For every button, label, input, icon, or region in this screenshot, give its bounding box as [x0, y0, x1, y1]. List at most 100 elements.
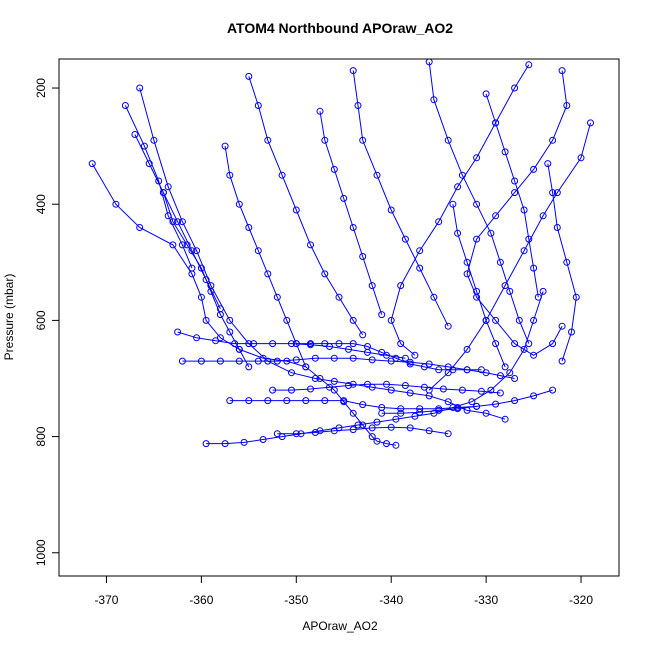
series-line [277, 426, 449, 435]
data-point [568, 328, 575, 336]
data-point [307, 385, 314, 393]
data-point [482, 316, 490, 324]
data-point [506, 287, 514, 295]
series-line [91, 163, 396, 446]
data-point [496, 372, 504, 380]
data-point [511, 340, 519, 348]
series-line [381, 389, 553, 414]
data-point [444, 398, 452, 406]
data-point [558, 67, 566, 75]
data-point [401, 354, 409, 362]
series-9 [425, 119, 594, 394]
data-point [397, 282, 405, 290]
series-line [466, 70, 568, 356]
data-point [169, 241, 177, 249]
data-point [345, 382, 352, 389]
data-point [492, 400, 500, 408]
data-point [406, 424, 414, 432]
data-point [164, 212, 172, 220]
data-point [511, 397, 519, 405]
data-point [150, 136, 158, 144]
data-point [349, 426, 357, 434]
data-point [178, 241, 186, 249]
data-point [511, 84, 519, 92]
series-0 [88, 160, 400, 449]
data-point [311, 429, 319, 436]
data-point [553, 189, 561, 197]
series-line [452, 204, 506, 368]
data-point [435, 218, 443, 226]
data-point [506, 369, 514, 377]
data-point [473, 287, 481, 295]
data-point [216, 305, 224, 313]
data-point [197, 357, 205, 365]
data-point [359, 136, 367, 144]
data-point [159, 189, 167, 197]
data-point [307, 241, 314, 249]
data-point [288, 369, 295, 377]
data-point [359, 253, 367, 260]
data-point [563, 102, 571, 109]
series-line [224, 146, 307, 368]
data-point [311, 375, 319, 382]
data-point [515, 316, 523, 324]
data-point [473, 402, 481, 410]
data-point [463, 270, 471, 278]
data-point [226, 397, 234, 405]
series-line [428, 122, 591, 391]
data-point [416, 247, 424, 255]
x-tick-label: -350 [284, 593, 308, 607]
x-tick-label: -340 [379, 593, 403, 607]
data-point [364, 348, 371, 356]
data-point [335, 293, 343, 301]
data-point [193, 247, 201, 255]
data-point [349, 224, 357, 231]
series-17 [174, 328, 409, 362]
data-point [283, 397, 291, 405]
data-point [226, 171, 234, 179]
data-point [520, 345, 528, 353]
data-point [188, 247, 196, 255]
data-point [349, 354, 357, 362]
data-point [250, 340, 258, 348]
data-point [444, 369, 452, 377]
data-point [501, 415, 509, 423]
y-tick-label: 400 [34, 194, 48, 214]
series-14 [221, 142, 310, 371]
series-line [177, 331, 406, 359]
x-axis-label: APOraw_AO2 [302, 619, 378, 633]
data-point [330, 427, 338, 435]
data-point [373, 418, 381, 426]
data-point [406, 360, 414, 368]
data-point [316, 427, 324, 435]
data-point [273, 293, 281, 301]
data-point [406, 389, 414, 397]
chart-title: ATOM4 Northbound APOraw_AO2 [227, 20, 453, 36]
data-point [468, 398, 476, 406]
data-point [235, 200, 243, 208]
data-point [458, 386, 466, 394]
data-point [136, 84, 144, 92]
data-point [473, 235, 481, 243]
data-point [131, 131, 139, 138]
data-point [121, 102, 129, 109]
series-line [547, 163, 577, 362]
data-point [330, 165, 338, 173]
data-point [558, 357, 566, 365]
data-point [492, 119, 500, 127]
y-axis: 200 400 600 800 1000 [34, 78, 60, 566]
data-point [416, 264, 424, 272]
data-point [292, 430, 300, 438]
data-point [273, 357, 281, 365]
data-point [492, 340, 500, 348]
data-point [392, 354, 400, 362]
data-point [530, 316, 538, 324]
series-20 [131, 131, 224, 313]
data-point [212, 337, 220, 345]
data-point [397, 409, 405, 417]
data-point [454, 405, 462, 413]
data-point [558, 322, 566, 330]
data-point [430, 96, 438, 104]
data-point [487, 386, 495, 394]
data-point [221, 142, 229, 150]
